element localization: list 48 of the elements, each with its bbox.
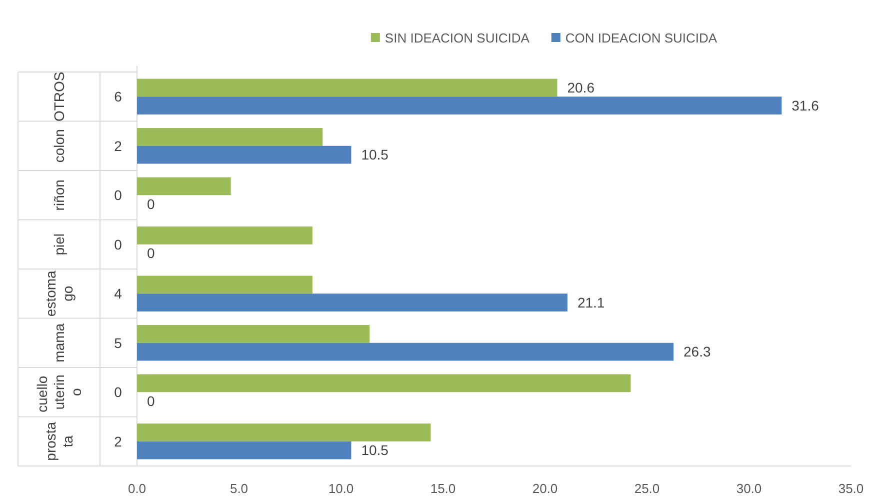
x-tick-label: 30.0 xyxy=(736,481,762,496)
text: 0 xyxy=(114,384,122,400)
text: 0 xyxy=(114,187,122,204)
legend-label: CON IDEACION SUICIDA xyxy=(565,30,718,46)
y-tick-label: mama xyxy=(50,323,67,362)
legend-label: SIN IDEACION SUICIDA xyxy=(384,30,530,46)
text: 4 xyxy=(114,286,122,302)
data-label: 26.3 xyxy=(684,344,711,360)
y-tick-label: estomago xyxy=(42,270,76,317)
data-label: 10.5 xyxy=(361,442,389,458)
x-tick-label: 5.0 xyxy=(230,481,248,496)
data-label: 0 xyxy=(147,245,155,262)
bar xyxy=(137,96,782,114)
text: 2 xyxy=(114,433,122,450)
data-label: 31.6 xyxy=(792,97,820,114)
bar xyxy=(137,128,323,146)
data-label: 10.5 xyxy=(361,146,389,163)
y-tick-label: cuello uterino xyxy=(34,372,84,412)
bar xyxy=(137,342,674,361)
text: 0 xyxy=(114,236,122,252)
bar xyxy=(137,78,558,97)
text: 5 xyxy=(114,334,122,351)
x-tick-label: 20.0 xyxy=(532,481,558,496)
bar xyxy=(137,146,352,164)
text: 6 xyxy=(114,88,122,105)
x-tick-label: 0.0 xyxy=(128,481,146,496)
text: 2 xyxy=(114,138,122,154)
data-label: 0 xyxy=(147,392,155,409)
bar xyxy=(137,441,352,460)
x-tick-label: 15.0 xyxy=(430,481,456,496)
data-label: 0 xyxy=(147,196,155,212)
bar xyxy=(137,325,370,343)
y-tick-label: riñon xyxy=(50,180,67,211)
bar xyxy=(137,177,231,196)
bar xyxy=(137,294,568,312)
y-tick-label: piel xyxy=(50,233,67,256)
y-tick-label: prostata xyxy=(42,422,76,461)
x-tick-label: 35.0 xyxy=(838,481,864,496)
bar xyxy=(137,226,312,244)
data-label: 20.6 xyxy=(567,80,595,96)
bar xyxy=(137,374,631,392)
x-tick-label: 25.0 xyxy=(634,481,660,496)
data-label: 21.1 xyxy=(577,294,605,310)
y-tick-label: OTROS xyxy=(50,72,67,122)
bar xyxy=(137,424,431,442)
y-tick-label: colon xyxy=(50,129,67,163)
bar xyxy=(137,276,312,294)
x-tick-label: 10.0 xyxy=(328,481,354,496)
